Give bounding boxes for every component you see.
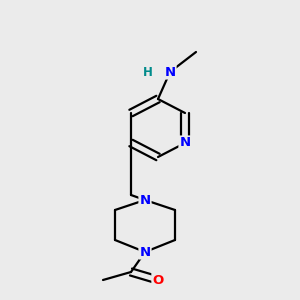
Text: N: N [140, 245, 151, 259]
Text: N: N [164, 65, 175, 79]
Text: O: O [152, 274, 164, 286]
Text: N: N [179, 136, 191, 149]
Text: H: H [143, 65, 153, 79]
Text: N: N [140, 194, 151, 206]
